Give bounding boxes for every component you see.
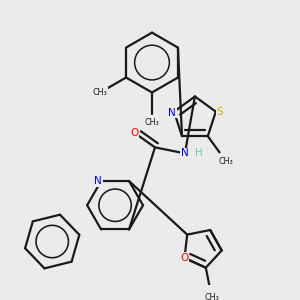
Text: H: H bbox=[195, 148, 203, 158]
Text: CH₃: CH₃ bbox=[204, 292, 219, 300]
Text: O: O bbox=[180, 253, 189, 263]
Text: CH₃: CH₃ bbox=[145, 118, 159, 127]
Text: N: N bbox=[168, 108, 176, 118]
Text: CH₃: CH₃ bbox=[219, 157, 233, 166]
Text: S: S bbox=[217, 106, 223, 117]
Text: O: O bbox=[130, 128, 138, 138]
Text: N: N bbox=[181, 148, 189, 158]
Text: N: N bbox=[94, 176, 102, 186]
Text: CH₃: CH₃ bbox=[93, 88, 107, 97]
